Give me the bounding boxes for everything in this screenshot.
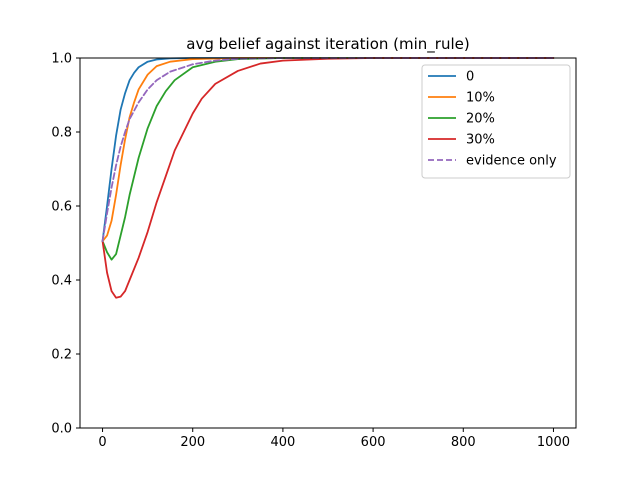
x-tick-label: 600 bbox=[361, 435, 386, 450]
x-tick-label: 400 bbox=[270, 435, 295, 450]
x-tick-label: 200 bbox=[180, 435, 205, 450]
series-line-3 bbox=[101, 57, 555, 299]
y-tick-label: 1.0 bbox=[51, 52, 72, 67]
y-tick-label: 0.2 bbox=[51, 348, 72, 363]
x-tick-label: 800 bbox=[451, 435, 476, 450]
series-line-1 bbox=[101, 57, 555, 243]
x-tick-label: 1000 bbox=[537, 435, 570, 450]
y-tick-label: 0.4 bbox=[51, 274, 72, 289]
x-tick-label: 0 bbox=[98, 435, 106, 450]
legend-label-2: 20% bbox=[466, 112, 495, 127]
series-line-4 bbox=[101, 57, 555, 243]
legend-label-1: 10% bbox=[466, 91, 495, 106]
chart-title: avg belief against iteration (min_rule) bbox=[186, 35, 469, 54]
series-layer bbox=[101, 57, 555, 299]
series-line-2 bbox=[101, 57, 555, 261]
y-tick-label: 0.6 bbox=[51, 200, 72, 215]
series-line-0 bbox=[101, 57, 555, 243]
y-axis: 0.0 0.2 0.4 0.6 0.8 1.0 bbox=[51, 52, 80, 437]
plot-frame bbox=[79, 57, 577, 429]
legend-label-0: 0 bbox=[466, 70, 474, 85]
legend-box bbox=[421, 64, 571, 179]
y-tick-label: 0.8 bbox=[51, 126, 72, 141]
legend: 0 10% 20% 30% evidence only bbox=[421, 64, 571, 179]
x-axis: 0 200 400 600 800 1000 bbox=[98, 428, 570, 450]
y-tick-label: 0.0 bbox=[51, 422, 72, 437]
legend-label-4: evidence only bbox=[466, 154, 557, 169]
legend-label-3: 30% bbox=[466, 133, 495, 148]
